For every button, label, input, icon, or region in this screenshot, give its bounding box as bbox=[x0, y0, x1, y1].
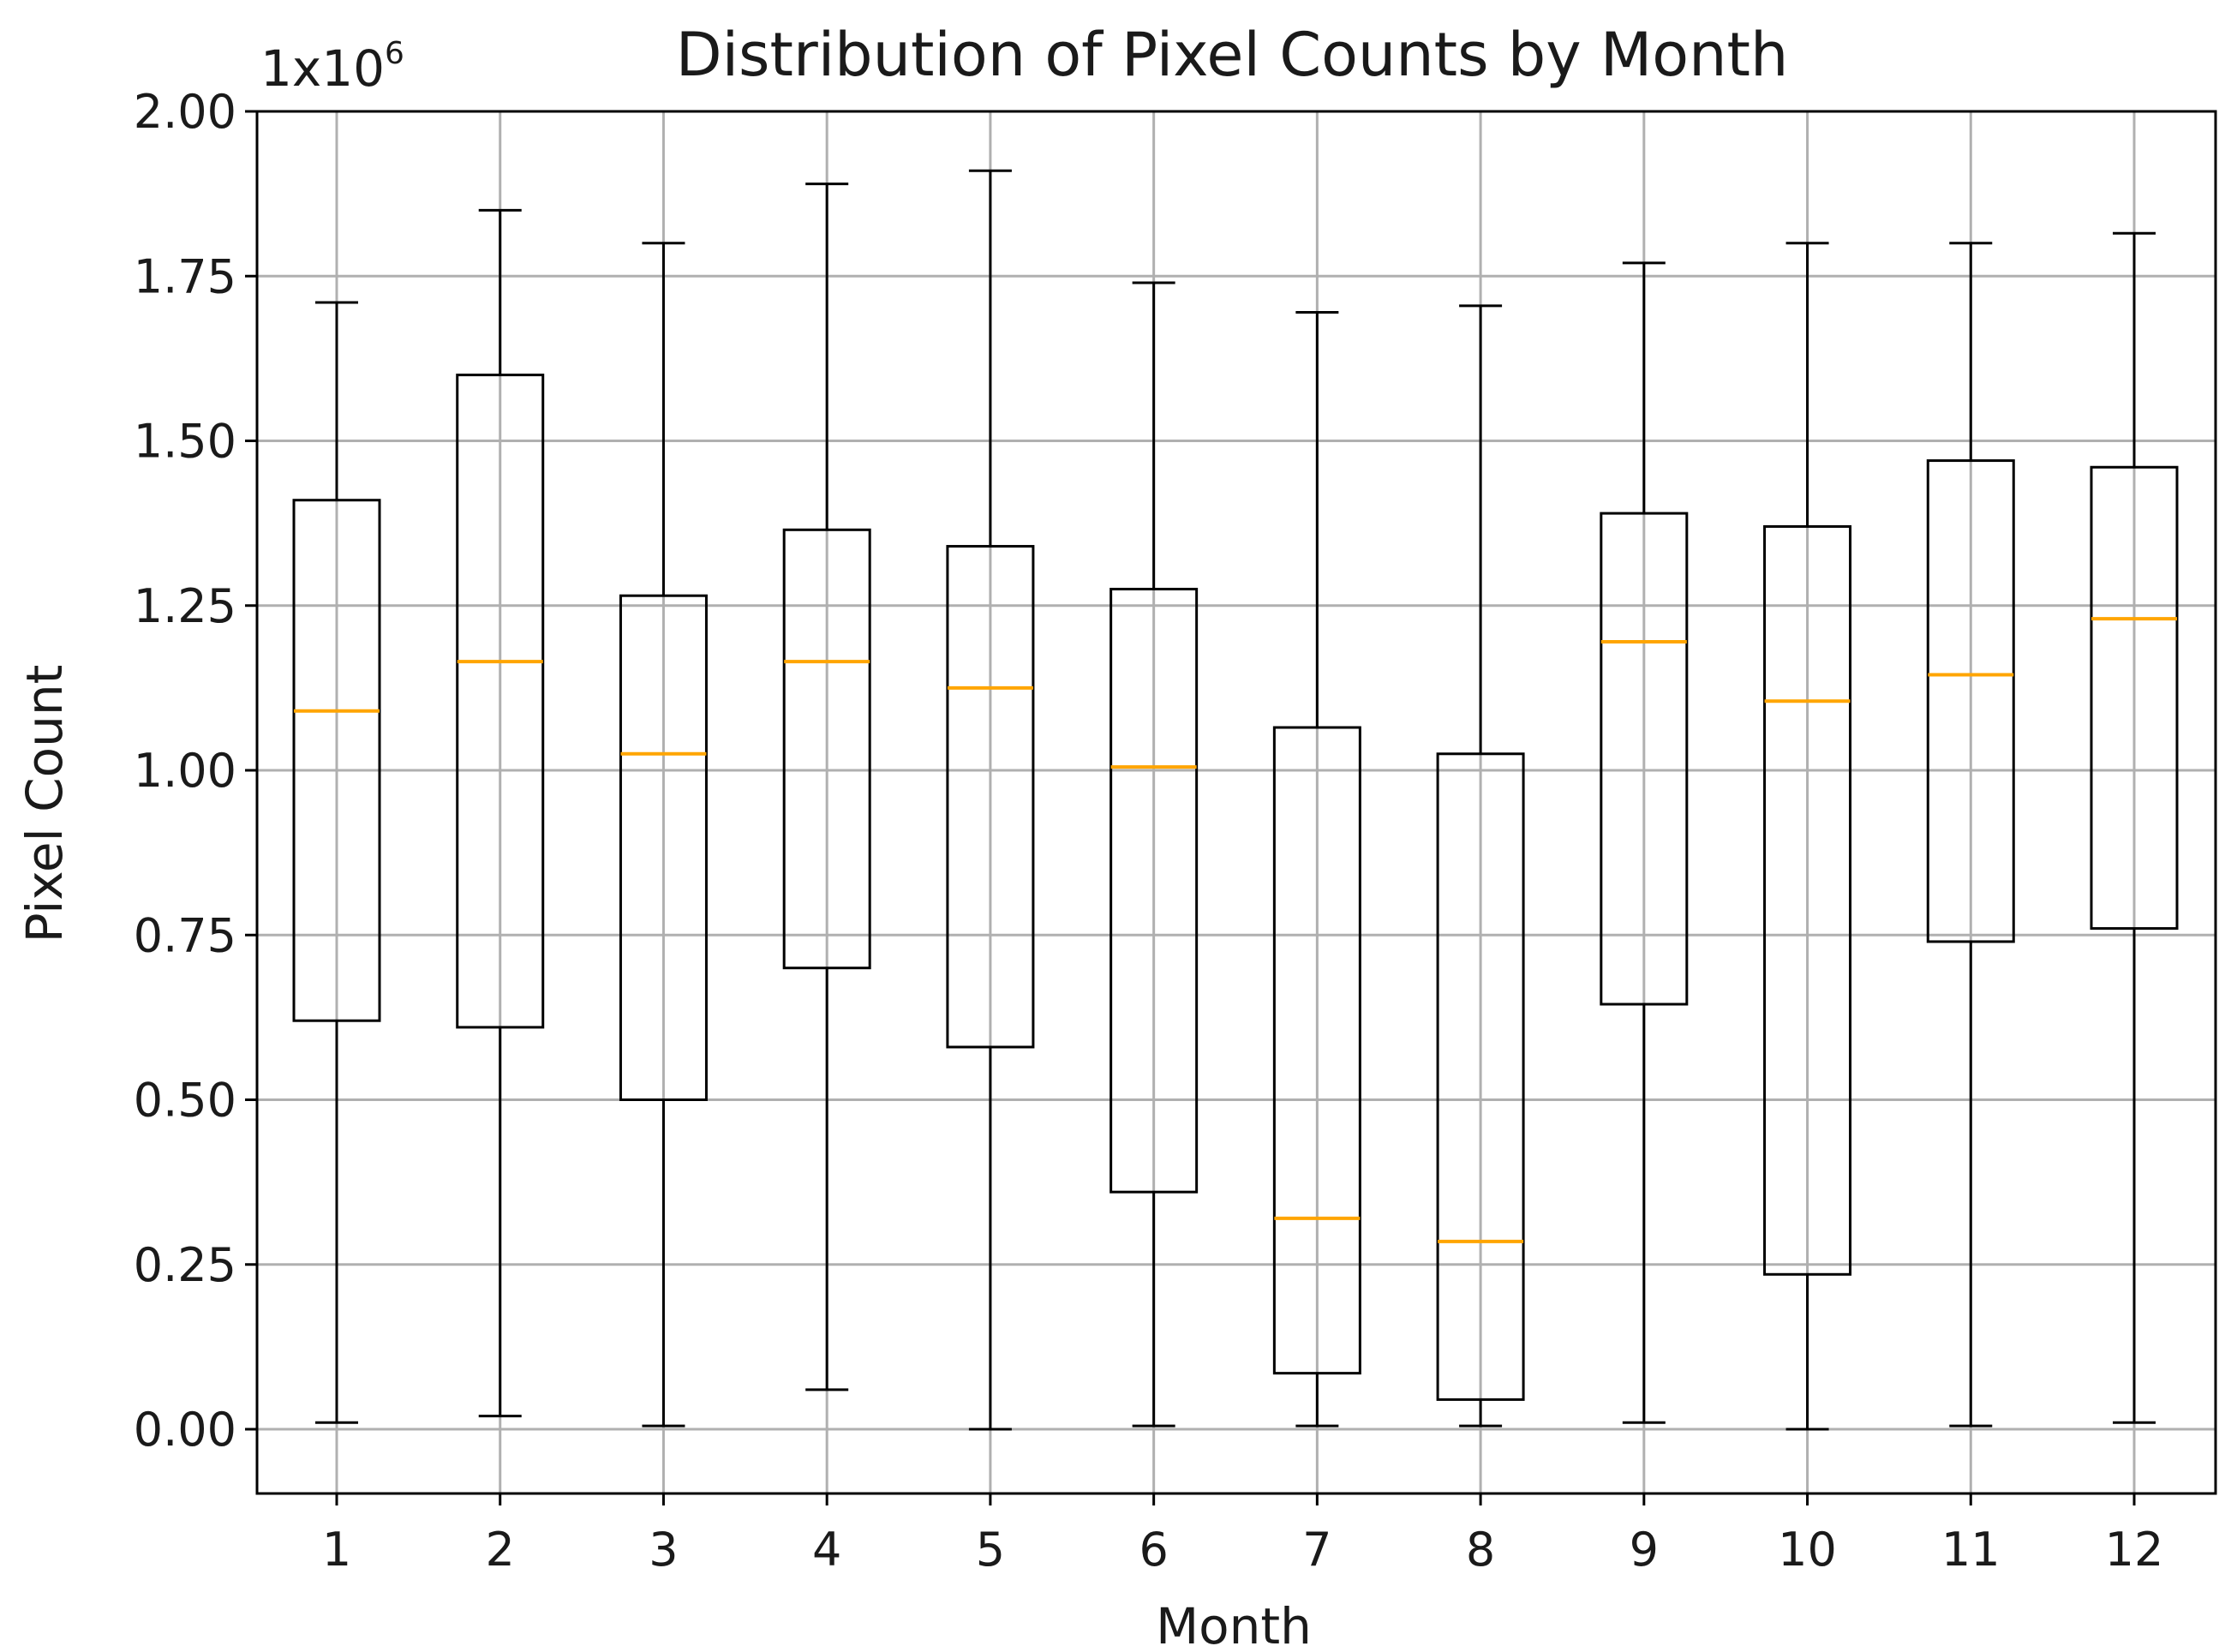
y-tick-label: 1.25 bbox=[134, 579, 236, 633]
x-tick-label: 5 bbox=[976, 1523, 1005, 1577]
x-tick-label: 12 bbox=[2105, 1523, 2164, 1577]
box-month-2 bbox=[456, 208, 545, 1418]
x-tick-label: 11 bbox=[1941, 1523, 2001, 1577]
box-series bbox=[292, 169, 2179, 1431]
box-month-7 bbox=[1272, 311, 1361, 1428]
y-axis-label: Pixel Count bbox=[15, 665, 74, 943]
x-tick-label: 2 bbox=[486, 1523, 515, 1577]
y-tick-label: 2.00 bbox=[134, 85, 236, 139]
x-tick-label: 9 bbox=[1630, 1523, 1659, 1577]
x-tick-label: 1 bbox=[322, 1523, 351, 1577]
x-axis-ticks: 1 2 3 4 5 6 7 8 9 10 11 12 bbox=[322, 1493, 2164, 1577]
box-month-9 bbox=[1600, 261, 1689, 1424]
y-tick-label: 1.00 bbox=[134, 744, 236, 798]
y-tick-label: 0.75 bbox=[134, 908, 236, 962]
box-month-10 bbox=[1763, 242, 1852, 1431]
box-month-3 bbox=[619, 242, 708, 1428]
iqr-box bbox=[1272, 726, 1361, 1375]
x-tick-label: 3 bbox=[649, 1523, 678, 1577]
iqr-box bbox=[1926, 459, 2015, 943]
x-tick-label: 4 bbox=[812, 1523, 841, 1577]
y-tick-label: 0.00 bbox=[134, 1403, 236, 1457]
x-tick-label: 6 bbox=[1139, 1523, 1168, 1577]
iqr-box bbox=[1763, 524, 1852, 1276]
x-tick-label: 10 bbox=[1778, 1523, 1837, 1577]
iqr-box bbox=[619, 594, 708, 1101]
y-tick-label: 0.50 bbox=[134, 1074, 236, 1128]
iqr-box bbox=[1600, 512, 1689, 1006]
y-tick-label: 0.25 bbox=[134, 1238, 236, 1292]
iqr-box bbox=[946, 545, 1035, 1049]
x-tick-label: 8 bbox=[1466, 1523, 1495, 1577]
chart-title: Distribution of Pixel Counts by Month bbox=[676, 20, 1789, 90]
box-month-11 bbox=[1926, 242, 2015, 1428]
box-month-4 bbox=[782, 183, 871, 1392]
x-axis-label: Month bbox=[1156, 1597, 1312, 1652]
iqr-box bbox=[782, 528, 871, 970]
y-offset-exponent: 6 bbox=[385, 36, 404, 71]
box-month-5 bbox=[946, 169, 1035, 1431]
plot-frame bbox=[255, 110, 2217, 1495]
y-tick-label: 1.75 bbox=[134, 249, 236, 303]
box-month-8 bbox=[1436, 304, 1525, 1428]
iqr-box bbox=[1436, 752, 1525, 1401]
iqr-box bbox=[2090, 465, 2179, 931]
box-month-6 bbox=[1110, 281, 1199, 1428]
box-month-1 bbox=[292, 301, 381, 1424]
iqr-box bbox=[292, 499, 381, 1022]
box-month-12 bbox=[2090, 231, 2179, 1424]
iqr-box bbox=[1110, 588, 1199, 1194]
y-offset-text: 1x106 bbox=[260, 36, 404, 98]
y-axis-ticks: 0.00 0.25 0.50 0.75 1.00 1.25 1.50 1.75 2.00 bbox=[134, 85, 257, 1457]
iqr-box bbox=[456, 374, 545, 1029]
x-tick-label: 7 bbox=[1302, 1523, 1331, 1577]
y-offset-base: 1x10 bbox=[260, 39, 385, 98]
y-tick-label: 1.50 bbox=[134, 415, 236, 469]
